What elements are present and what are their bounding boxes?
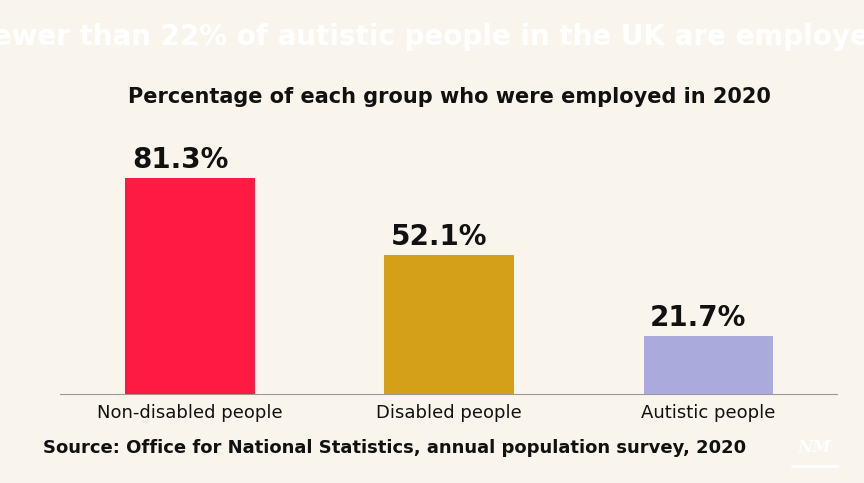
Text: 81.3%: 81.3% bbox=[131, 146, 228, 174]
Text: 21.7%: 21.7% bbox=[650, 304, 746, 332]
Text: Percentage of each group who were employed in 2020: Percentage of each group who were employ… bbox=[128, 87, 771, 107]
Text: 52.1%: 52.1% bbox=[391, 223, 487, 251]
Bar bbox=[125, 178, 255, 394]
Text: Autistic people: Autistic people bbox=[641, 404, 776, 422]
Bar bbox=[384, 255, 514, 394]
Text: Disabled people: Disabled people bbox=[377, 404, 522, 422]
Text: Fewer than 22% of autistic people in the UK are employed: Fewer than 22% of autistic people in the… bbox=[0, 24, 864, 51]
Text: Source: Office for National Statistics, annual population survey, 2020: Source: Office for National Statistics, … bbox=[43, 440, 746, 457]
Text: NM: NM bbox=[797, 439, 831, 456]
Bar bbox=[644, 336, 773, 394]
Text: Non-disabled people: Non-disabled people bbox=[98, 404, 283, 422]
